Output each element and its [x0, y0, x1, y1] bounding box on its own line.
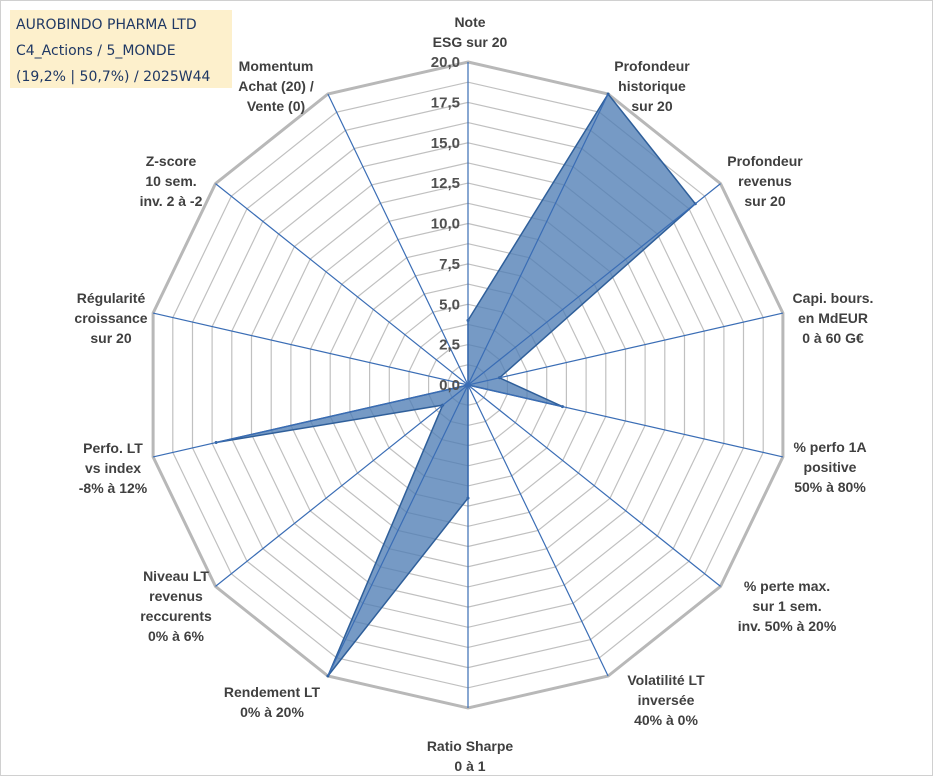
tick-label: 2,5 — [439, 337, 460, 354]
spoke-line — [467, 312, 784, 386]
category-label-line: % perfo 1A — [793, 439, 866, 455]
category-label-line: Achat (20) / — [238, 78, 314, 94]
tick-label: 0,0 — [439, 377, 460, 394]
category-label-line: -8% à 12% — [79, 480, 148, 496]
tick-label: 12,5 — [431, 175, 460, 192]
category-label-line: positive — [804, 459, 857, 475]
spoke-line — [215, 183, 469, 386]
spoke-line — [215, 384, 469, 587]
tick-label: 17,5 — [431, 94, 460, 111]
tick-label: 15,0 — [431, 135, 460, 152]
category-label-line: sur 20 — [631, 98, 672, 114]
category-label: Volatilité LT inversée 40% à 0% — [627, 672, 705, 728]
category-label-line: Capi. bours. — [793, 290, 874, 306]
category-label-line: % perte max. — [744, 578, 830, 594]
tick-label: 10,0 — [431, 216, 460, 233]
category-label: % perte max. sur 1 sem. inv. 50% à 20% — [738, 578, 837, 634]
category-label-line: 0 à 60 G€ — [802, 330, 864, 346]
portfolio-label: C4_Actions / 5_MONDE — [16, 43, 176, 59]
category-label-line: ESG sur 20 — [433, 34, 508, 50]
category-label-line: inversée — [638, 692, 695, 708]
tick-layer: 0,0 2,5 5,0 7,5 10,0 12,5 15,0 17,5 20,0 — [431, 54, 460, 394]
spoke-layer — [152, 62, 784, 708]
category-label-line: 0% à 20% — [240, 704, 304, 720]
category-label-line: reccurents — [140, 608, 212, 624]
category-label: Ratio Sharpe 0 à 1 — [427, 738, 514, 774]
category-label-line: sur 1 sem. — [752, 598, 821, 614]
category-label-line: 0 à 1 — [454, 758, 485, 774]
category-label: Régularité croissance sur 20 — [74, 290, 147, 346]
spoke-line — [467, 384, 609, 677]
spoke-line — [467, 384, 784, 458]
category-label: Momentum Achat (20) / Vente (0) — [238, 58, 314, 114]
category-label-line: vs index — [85, 460, 141, 476]
spoke-line — [327, 384, 469, 677]
category-label-line: Rendement LT — [224, 684, 321, 700]
category-label: Capi. bours. en MdEUR 0 à 60 G€ — [793, 290, 874, 346]
category-label-line: Perfo. LT — [83, 440, 143, 456]
tick-label: 20,0 — [431, 54, 460, 71]
tick-label: 5,0 — [439, 296, 460, 313]
category-label-line: Z-score — [146, 153, 197, 169]
category-label-line: sur 20 — [90, 330, 131, 346]
category-label-line: 40% à 0% — [634, 712, 698, 728]
category-label: Note ESG sur 20 — [433, 14, 508, 50]
spoke-line — [467, 384, 721, 587]
category-label-line: Momentum — [239, 58, 314, 74]
category-label: Niveau LT revenus reccurents 0% à 6% — [140, 568, 212, 644]
category-label-line: 0% à 6% — [148, 628, 205, 644]
spoke-line — [152, 312, 469, 386]
category-label-line: Volatilité LT — [627, 672, 705, 688]
category-label-line: inv. 2 à -2 — [140, 193, 203, 209]
spoke-line — [467, 183, 721, 386]
category-label-line: croissance — [74, 310, 147, 326]
category-label-line: 50% à 80% — [794, 479, 866, 495]
title-box: AUROBINDO PHARMA LTD C4_Actions / 5_MOND… — [10, 10, 232, 88]
category-label-line: 10 sem. — [145, 173, 196, 189]
category-label: Z-score 10 sem. inv. 2 à -2 — [140, 153, 203, 209]
category-label-line: Vente (0) — [247, 98, 305, 114]
category-label: Profondeur revenus sur 20 — [727, 153, 803, 209]
category-label: Rendement LT 0% à 20% — [224, 684, 321, 720]
spoke-line — [467, 93, 609, 386]
category-label: Perfo. LT vs index -8% à 12% — [79, 440, 148, 496]
category-label-line: Profondeur — [727, 153, 803, 169]
company-name: AUROBINDO PHARMA LTD — [16, 17, 197, 33]
category-label-line: Note — [454, 14, 485, 30]
spoke-line — [327, 93, 469, 386]
tick-label: 7,5 — [439, 256, 460, 273]
category-label-line: Niveau LT — [143, 568, 209, 584]
category-label-layer: Note ESG sur 20 Profondeur historique sur 20… — [74, 14, 873, 774]
category-label: Profondeur historique sur 20 — [614, 58, 690, 114]
spoke-line — [152, 384, 469, 458]
category-label-line: Régularité — [77, 290, 146, 306]
category-label-line: revenus — [149, 588, 203, 604]
category-label: % perfo 1A positive 50% à 80% — [793, 439, 866, 495]
category-label-line: Profondeur — [614, 58, 690, 74]
category-label-line: revenus — [738, 173, 792, 189]
category-label-line: inv. 50% à 20% — [738, 618, 837, 634]
stats-label: (19,2% | 50,7%) / 2025W44 — [16, 69, 211, 85]
category-label-line: en MdEUR — [798, 310, 868, 326]
category-label-line: historique — [618, 78, 686, 94]
category-label-line: sur 20 — [744, 193, 785, 209]
category-label-line: Ratio Sharpe — [427, 738, 514, 754]
